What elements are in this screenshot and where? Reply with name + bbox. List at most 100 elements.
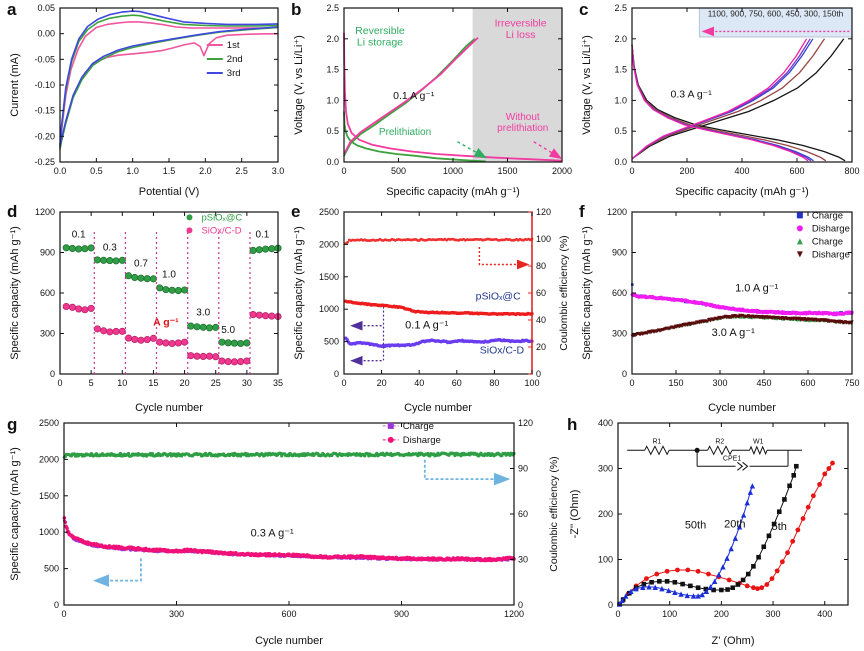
svg-text:1.0: 1.0 — [614, 95, 627, 105]
svg-text:500: 500 — [324, 337, 339, 347]
svg-text:Specific capacity (mAh g⁻¹): Specific capacity (mAh g⁻¹) — [581, 226, 593, 360]
svg-text:Specific capacity (mAh g⁻¹): Specific capacity (mAh g⁻¹) — [9, 226, 21, 360]
svg-text:1.0: 1.0 — [326, 95, 339, 105]
svg-text:200: 200 — [714, 609, 729, 619]
panel-a: a 0.0 0.5 1.0 1.5 2.0 2.5 3.0 0.05 0.00 -0.05 -0.1… — [6, 0, 288, 200]
svg-text:Charge: Charge — [812, 210, 843, 221]
svg-text:50th: 50th — [685, 520, 706, 532]
svg-text:600: 600 — [800, 378, 815, 388]
svg-text:3.0 A g⁻¹: 3.0 A g⁻¹ — [712, 327, 755, 339]
svg-text:400: 400 — [817, 609, 832, 619]
svg-text:Coulombic efficiency (%): Coulombic efficiency (%) — [558, 235, 570, 350]
svg-text:0.0: 0.0 — [326, 157, 339, 167]
svg-text:0.0: 0.0 — [54, 166, 67, 176]
svg-text:90: 90 — [518, 464, 528, 474]
svg-text:pSiOₓ@C: pSiOₓ@C — [201, 212, 242, 223]
svg-text:Cycle number: Cycle number — [255, 635, 323, 647]
svg-text:1.5: 1.5 — [614, 65, 627, 75]
panel-c-chart: 0 200 400 600 800 0.0 0.5 1.0 1.5 2.0 2.5 Specific … — [581, 3, 860, 198]
svg-text:100: 100 — [598, 555, 613, 565]
svg-text:0.5: 0.5 — [90, 166, 103, 176]
svg-text:0.1: 0.1 — [255, 230, 269, 241]
svg-text:Specific capacity (mAh g⁻¹): Specific capacity (mAh g⁻¹) — [386, 186, 520, 198]
svg-text:30: 30 — [518, 555, 528, 565]
svg-text:0: 0 — [54, 600, 59, 610]
panel-g-letter: g — [7, 415, 18, 434]
panel-b-chart: 0 500 1000 1500 2000 0.0 0.5 1.0 1.5 2.0 2.5 Specif… — [293, 3, 572, 198]
panel-d-chart: 0 5 10 15 20 25 30 35 0 300 600 900 1200 Cycle number… — [9, 207, 283, 414]
svg-text:40: 40 — [414, 378, 424, 388]
svg-text:900: 900 — [612, 248, 627, 258]
svg-text:2.5: 2.5 — [614, 3, 627, 13]
svg-text:0: 0 — [536, 369, 541, 379]
svg-text:2nd: 2nd — [227, 54, 243, 65]
svg-text:300: 300 — [598, 464, 613, 474]
svg-text:20: 20 — [180, 378, 190, 388]
svg-text:0: 0 — [622, 369, 627, 379]
svg-text:600: 600 — [281, 609, 296, 619]
svg-text:1500: 1500 — [319, 272, 339, 282]
svg-text:120: 120 — [518, 418, 533, 428]
svg-text:0: 0 — [608, 600, 613, 610]
svg-text:900: 900 — [394, 609, 409, 619]
svg-text:0: 0 — [57, 378, 62, 388]
panel-f-chart: 0 150 300 450 600 750 0 300 600 900 1200 Cycle numb… — [581, 207, 860, 414]
svg-text:0.5: 0.5 — [326, 126, 339, 136]
svg-text:0.1 A g⁻¹: 0.1 A g⁻¹ — [393, 90, 435, 102]
svg-text:200: 200 — [598, 509, 613, 519]
panel-b-letter: b — [291, 0, 302, 19]
svg-text:Current (mA): Current (mA) — [9, 53, 21, 117]
svg-text:Specific capacity (mAh g⁻¹): Specific capacity (mAh g⁻¹) — [675, 186, 809, 198]
svg-text:800: 800 — [844, 166, 859, 176]
svg-text:1500: 1500 — [39, 491, 59, 501]
svg-text:0: 0 — [629, 166, 634, 176]
svg-text:1000: 1000 — [39, 527, 59, 537]
svg-text:120: 120 — [536, 207, 551, 217]
svg-text:1200: 1200 — [35, 207, 55, 217]
svg-text:300: 300 — [40, 329, 55, 339]
svg-text:3.0: 3.0 — [196, 308, 210, 319]
svg-text:1st: 1st — [227, 40, 240, 51]
svg-text:0: 0 — [629, 378, 634, 388]
svg-text:30: 30 — [242, 378, 252, 388]
panel-d-letter: d — [7, 202, 18, 221]
svg-text:2000: 2000 — [39, 454, 59, 464]
svg-text:-Z'' (Ohm): -Z'' (Ohm) — [569, 490, 581, 539]
svg-text:400: 400 — [734, 166, 749, 176]
svg-text:Disharge: Disharge — [812, 223, 850, 234]
svg-text:R2: R2 — [715, 438, 724, 445]
svg-text:Z' (Ohm): Z' (Ohm) — [711, 635, 754, 647]
svg-text:500: 500 — [391, 166, 406, 176]
svg-text:Specific capacity (mAh g⁻¹): Specific capacity (mAh g⁻¹) — [293, 226, 305, 360]
panel-b: b 0 500 1000 1500 2000 0.0 0.5 1.0 1.5 2.0 2.5 Spec… — [290, 0, 572, 200]
svg-text:10: 10 — [117, 378, 127, 388]
svg-text:25: 25 — [211, 378, 221, 388]
svg-text:5th: 5th — [772, 521, 787, 533]
svg-text:150: 150 — [668, 378, 683, 388]
svg-text:300: 300 — [766, 609, 781, 619]
svg-text:80: 80 — [489, 378, 499, 388]
svg-text:2.5: 2.5 — [326, 3, 339, 13]
svg-text:0.0: 0.0 — [614, 157, 627, 167]
panel-e-letter: e — [291, 202, 301, 221]
svg-text:0.05: 0.05 — [37, 3, 55, 13]
svg-text:1.0: 1.0 — [126, 166, 139, 176]
svg-text:0: 0 — [518, 600, 523, 610]
svg-text:60: 60 — [452, 378, 462, 388]
svg-text:0.1: 0.1 — [72, 230, 86, 241]
svg-text:5.0: 5.0 — [221, 325, 235, 336]
svg-text:750: 750 — [844, 378, 859, 388]
svg-text:2000: 2000 — [552, 166, 572, 176]
svg-text:0: 0 — [341, 378, 346, 388]
svg-text:1.5: 1.5 — [163, 166, 176, 176]
panel-f: f 0 150 300 450 600 750 0 300 600 900 1200 Cycle nu… — [578, 202, 862, 416]
svg-text:1200: 1200 — [607, 207, 627, 217]
svg-text:5: 5 — [89, 378, 94, 388]
panel-h: h 0 100 200 300 400 0 100 200 300 400 Z' (Ohm) -Z''… — [566, 415, 860, 649]
svg-text:3.0: 3.0 — [272, 166, 285, 176]
svg-text:3rd: 3rd — [227, 68, 241, 79]
svg-text:100: 100 — [536, 234, 551, 244]
svg-text:CPE1: CPE1 — [723, 455, 741, 462]
